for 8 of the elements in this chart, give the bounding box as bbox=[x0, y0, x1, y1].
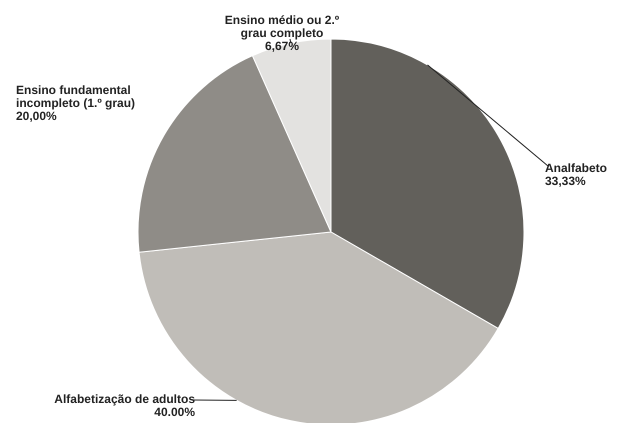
slice-label: Ensino médio ou 2.º grau completo bbox=[224, 13, 340, 40]
data-label: 33,33% bbox=[545, 174, 586, 188]
slice-label: Analfabeto bbox=[545, 161, 608, 175]
slice-label: Alfabetização de adultos bbox=[54, 392, 196, 406]
data-label: 40.00% bbox=[154, 405, 196, 419]
data-label: 20,00% bbox=[16, 109, 58, 123]
data-label: 6,67% bbox=[264, 39, 300, 53]
slice-label: Ensino fundamental incompleto (1.º grau) bbox=[16, 83, 136, 110]
